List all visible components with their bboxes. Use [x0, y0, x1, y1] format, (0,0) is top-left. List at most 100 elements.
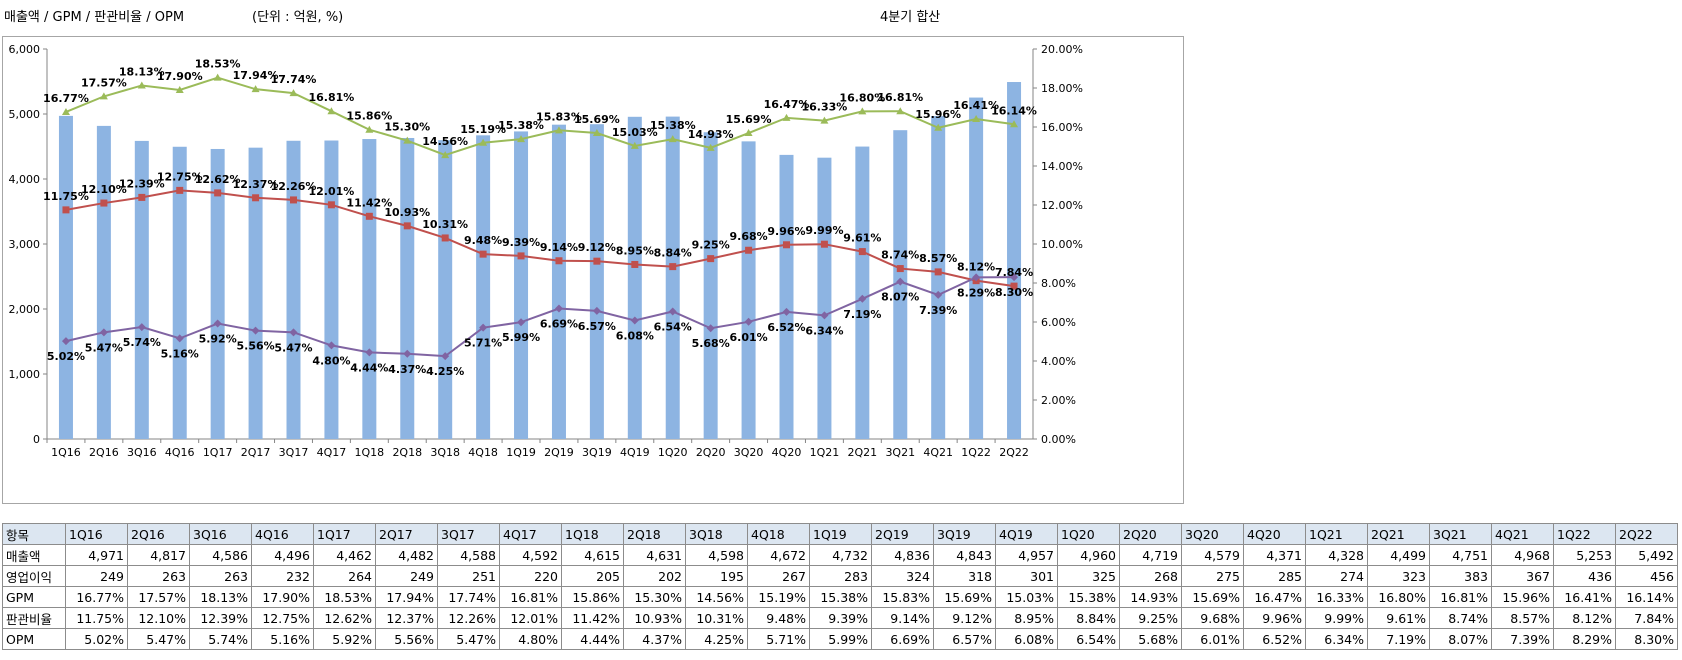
table-cell: 6.34%	[1305, 628, 1368, 650]
gpm-data-label: 15.19%	[460, 123, 506, 136]
table-cell: 4,496	[251, 544, 314, 566]
table-cell: 4,968	[1491, 544, 1554, 566]
table-header-cell: 1Q19	[809, 523, 872, 545]
table-header-cell: 2Q17	[375, 523, 438, 545]
opm-data-label: 8.30%	[995, 286, 1033, 299]
x-tick-label: 1Q22	[961, 446, 991, 459]
revenue-bar	[817, 157, 832, 439]
revenue-bar	[324, 140, 339, 439]
table-row-label: OPM	[2, 628, 66, 650]
opm-point	[403, 349, 412, 358]
table-header-cell: 1Q22	[1553, 523, 1616, 545]
table-cell: 15.83%	[871, 586, 934, 608]
opm-data-label: 4.44%	[350, 361, 388, 374]
gpm-point	[782, 113, 791, 121]
table-cell: 251	[437, 565, 500, 587]
table-cell: 5.02%	[65, 628, 128, 650]
x-tick-label: 1Q20	[658, 446, 688, 459]
opm-point	[896, 277, 905, 286]
table-cell: 323	[1367, 565, 1430, 587]
opm-point	[668, 307, 677, 316]
sga-ratio-data-label: 12.01%	[309, 185, 355, 198]
opm-data-label: 6.57%	[578, 320, 616, 333]
table-cell: 4,328	[1305, 544, 1368, 566]
table-cell: 4,672	[747, 544, 810, 566]
gpm-data-label: 17.94%	[233, 69, 279, 82]
table-cell: 4,631	[623, 544, 686, 566]
table-cell: 16.33%	[1305, 586, 1368, 608]
table-row: 영업이익 249 263 263 232 264 249 251 220 205 202 195 267…	[2, 565, 1678, 587]
opm-point	[592, 306, 601, 315]
gpm-data-label: 15.96%	[915, 108, 961, 121]
table-cell: 16.47%	[1243, 586, 1306, 608]
gpm-data-label: 16.14%	[991, 104, 1037, 117]
sga-ratio-data-label: 11.42%	[346, 196, 392, 209]
gpm-data-label: 14.56%	[422, 135, 468, 148]
sga-ratio-data-label: 10.93%	[384, 206, 430, 219]
table-header-row: 항목 1Q16 2Q16 3Q16 4Q16 1Q17 2Q17 3Q17 4Q17 1Q18 2Q…	[2, 523, 1678, 545]
left-tick-label: 0	[33, 433, 40, 446]
table-cell: 249	[65, 565, 128, 587]
gpm-data-label: 16.41%	[953, 99, 999, 112]
table-cell: 6.01%	[1181, 628, 1244, 650]
sga-ratio-line	[65, 189, 1015, 288]
gpm-point	[327, 107, 336, 115]
sga-ratio-point	[517, 252, 525, 260]
sga-ratio-data-label: 9.48%	[464, 234, 502, 247]
left-tick-label: 5,000	[9, 108, 41, 121]
table-cell: 15.86%	[561, 586, 624, 608]
table-cell: 4,371	[1243, 544, 1306, 566]
x-tick-label: 3Q19	[582, 446, 612, 459]
left-tick-label: 1,000	[9, 368, 41, 381]
sga-ratio-data-label: 9.68%	[729, 230, 767, 243]
table-cell: 456	[1615, 565, 1678, 587]
table-cell: 8.07%	[1429, 628, 1492, 650]
sga-ratio-data-label: 12.62%	[195, 173, 241, 186]
table-cell: 5.68%	[1119, 628, 1182, 650]
table-cell: 4,960	[1057, 544, 1120, 566]
sga-ratio-point	[669, 263, 677, 271]
table-header-cell: 4Q18	[747, 523, 810, 545]
sga-ratio-point	[593, 257, 601, 265]
table-cell: 268	[1119, 565, 1182, 587]
sga-ratio-data-label: 12.75%	[157, 170, 203, 183]
gpm-point	[175, 85, 184, 93]
table-cell: 324	[871, 565, 934, 587]
opm-data-label: 7.19%	[843, 308, 881, 321]
table-row: 매출액 4,971 4,817 4,586 4,496 4,462 4,482 4,588 4,…	[2, 544, 1678, 566]
revenue-bar	[627, 116, 642, 440]
sga-ratio-point	[365, 212, 373, 220]
table-cell: 5.16%	[251, 628, 314, 650]
opm-data-label: 8.29%	[957, 286, 995, 299]
table-cell: 4.37%	[623, 628, 686, 650]
revenue-bar	[779, 154, 794, 439]
x-tick-label: 4Q20	[772, 446, 802, 459]
table-cell: 11.42%	[561, 607, 624, 629]
revenue-bar	[551, 124, 566, 439]
chart-area: 0 1,000 2,000 3,000 4,000 5,000 6,000 0.00% 2.00…	[2, 36, 1184, 504]
table-header-cell: 3Q20	[1181, 523, 1244, 545]
table-cell: 16.81%	[1429, 586, 1492, 608]
table-cell: 8.95%	[995, 607, 1058, 629]
opm-point	[99, 328, 108, 337]
table-header-cell: 4Q16	[251, 523, 314, 545]
x-tick-label: 2Q22	[999, 446, 1029, 459]
gpm-point	[213, 73, 222, 81]
table-cell: 5.47%	[437, 628, 500, 650]
sga-ratio-data-label: 9.14%	[540, 241, 578, 254]
x-tick-label: 1Q18	[355, 446, 385, 459]
gpm-point	[554, 126, 563, 134]
table-cell: 7.19%	[1367, 628, 1430, 650]
sga-ratio-point	[555, 257, 563, 265]
sga-ratio-point	[138, 193, 146, 201]
table-cell: 14.93%	[1119, 586, 1182, 608]
x-tick-label: 4Q19	[620, 446, 650, 459]
revenue-bar	[438, 140, 453, 439]
opm-data-label: 5.74%	[123, 336, 161, 349]
table-row-label: 영업이익	[2, 565, 66, 587]
opm-point	[820, 311, 829, 320]
table-row: 판관비율 11.75% 12.10% 12.39% 12.75% 12.62% 12.37%…	[2, 607, 1678, 629]
table-cell: 383	[1429, 565, 1492, 587]
table-cell: 205	[561, 565, 624, 587]
sga-ratio-data-label: 10.31%	[422, 218, 468, 231]
